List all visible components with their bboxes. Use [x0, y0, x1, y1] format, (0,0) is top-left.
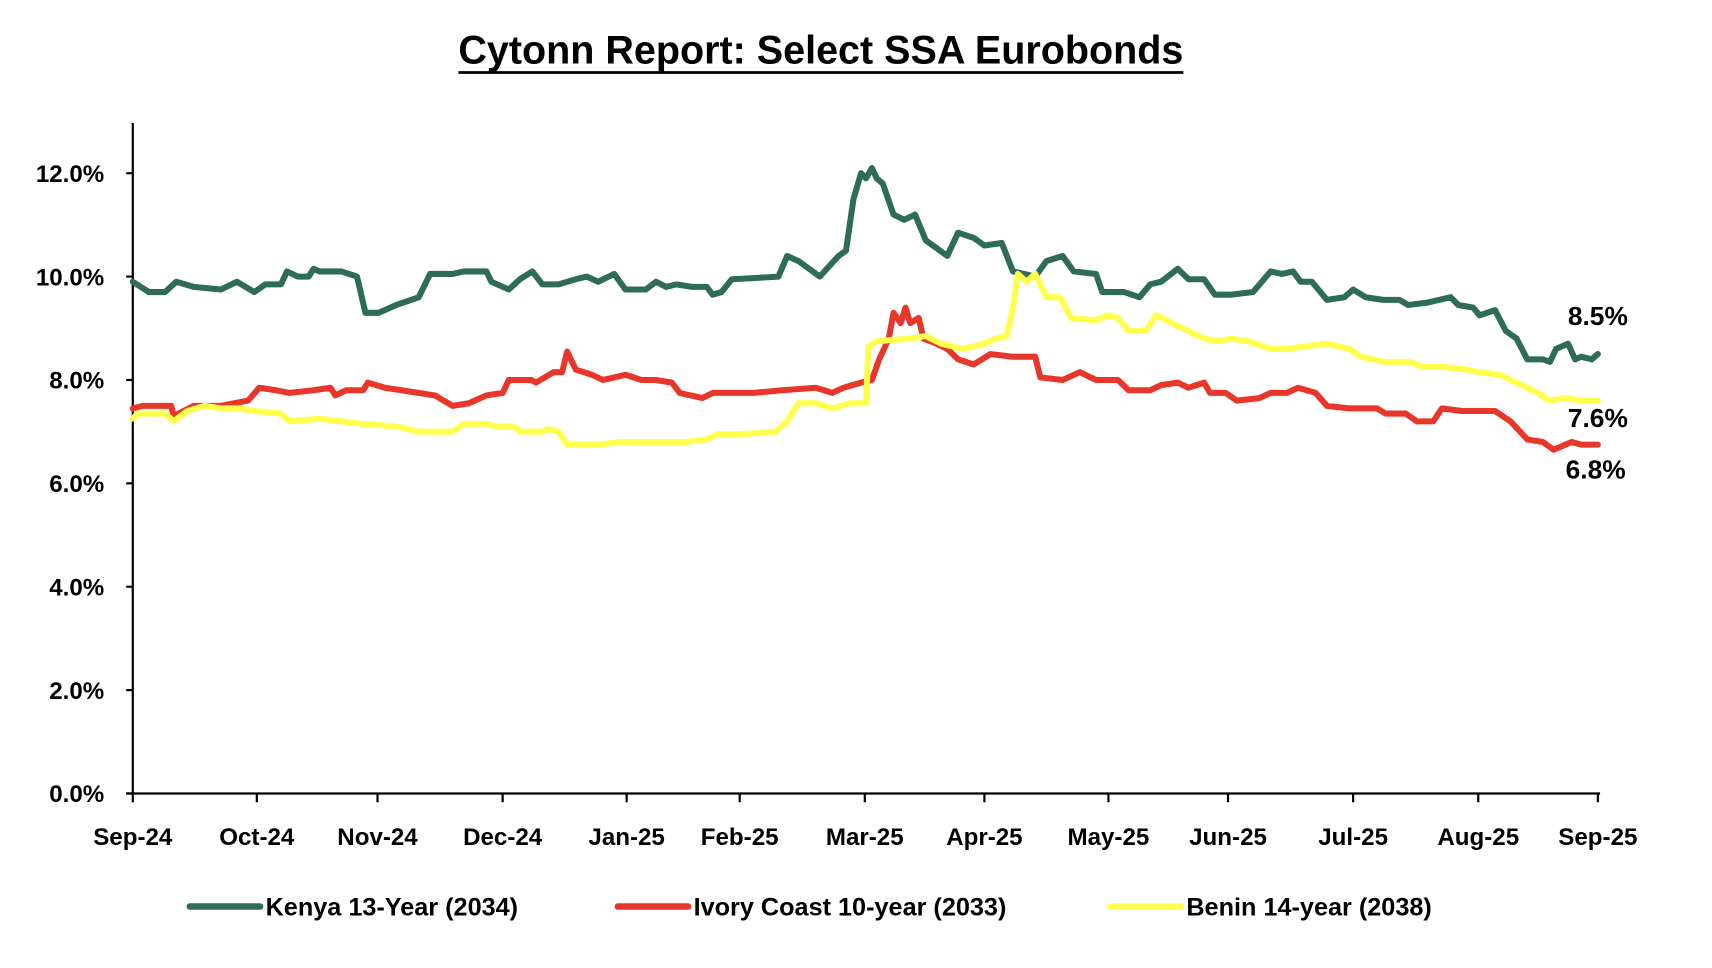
x-tick-label: Jan-25	[588, 824, 664, 851]
axes	[126, 122, 1601, 795]
legend-label: Kenya 13-Year (2034)	[266, 893, 519, 921]
y-tick-labels: 0.0% 2.0% 4.0% 6.0% 8.0% 10.0% 12.0%	[36, 161, 133, 808]
x-tick-label: Mar-25	[826, 824, 904, 851]
series-lines	[129, 165, 1601, 453]
x-tick-labels: Sep-24 Oct-24 Nov-24 Dec-24 Jan-25 Feb-25 Mar-…	[93, 793, 1637, 851]
y-tick-label: 4.0%	[49, 574, 104, 601]
x-tick-label: Sep-24	[93, 824, 173, 851]
chart-title: Cytonn Report: Select SSA Eurobonds	[458, 29, 1183, 74]
end-value-label: 8.5%	[1568, 301, 1628, 331]
legend: Kenya 13-Year (2034) Ivory Coast 10-year …	[186, 893, 1432, 921]
series-line-1	[129, 304, 1601, 453]
legend-item: Benin 14-year (2038)	[1107, 893, 1432, 921]
legend-label: Benin 14-year (2038)	[1186, 893, 1431, 921]
x-tick-label: Sep-25	[1558, 824, 1637, 851]
series-line-2	[129, 270, 1601, 448]
legend-item: Kenya 13-Year (2034)	[186, 893, 519, 921]
x-tick-label: May-25	[1068, 824, 1150, 851]
x-tick-label: Dec-24	[463, 824, 543, 851]
legend-item: Ivory Coast 10-year (2033)	[614, 893, 1007, 921]
legend-label: Ivory Coast 10-year (2033)	[694, 893, 1007, 921]
x-tick-label: Nov-24	[337, 824, 418, 851]
y-tick-label: 6.0%	[49, 471, 104, 498]
y-tick-label: 2.0%	[49, 678, 104, 705]
y-tick-label: 0.0%	[49, 781, 104, 808]
y-tick-label: 10.0%	[36, 264, 104, 291]
y-tick-label: 8.0%	[49, 368, 104, 395]
end-labels: 8.5% 6.8% 7.6%	[1566, 301, 1628, 485]
x-tick-label: Apr-25	[946, 824, 1022, 851]
chart-title-text: Cytonn Report: Select SSA Eurobonds	[458, 29, 1183, 73]
end-value-label: 7.6%	[1568, 403, 1628, 433]
x-tick-label: Feb-25	[701, 824, 779, 851]
x-tick-label: Jun-25	[1189, 824, 1267, 851]
x-tick-label: Oct-24	[219, 824, 295, 851]
y-tick-label: 12.0%	[36, 161, 104, 188]
x-tick-label: Jul-25	[1318, 824, 1388, 851]
x-tick-label: Aug-25	[1437, 824, 1519, 851]
end-value-label: 6.8%	[1566, 455, 1626, 485]
series-line-0	[129, 165, 1601, 365]
